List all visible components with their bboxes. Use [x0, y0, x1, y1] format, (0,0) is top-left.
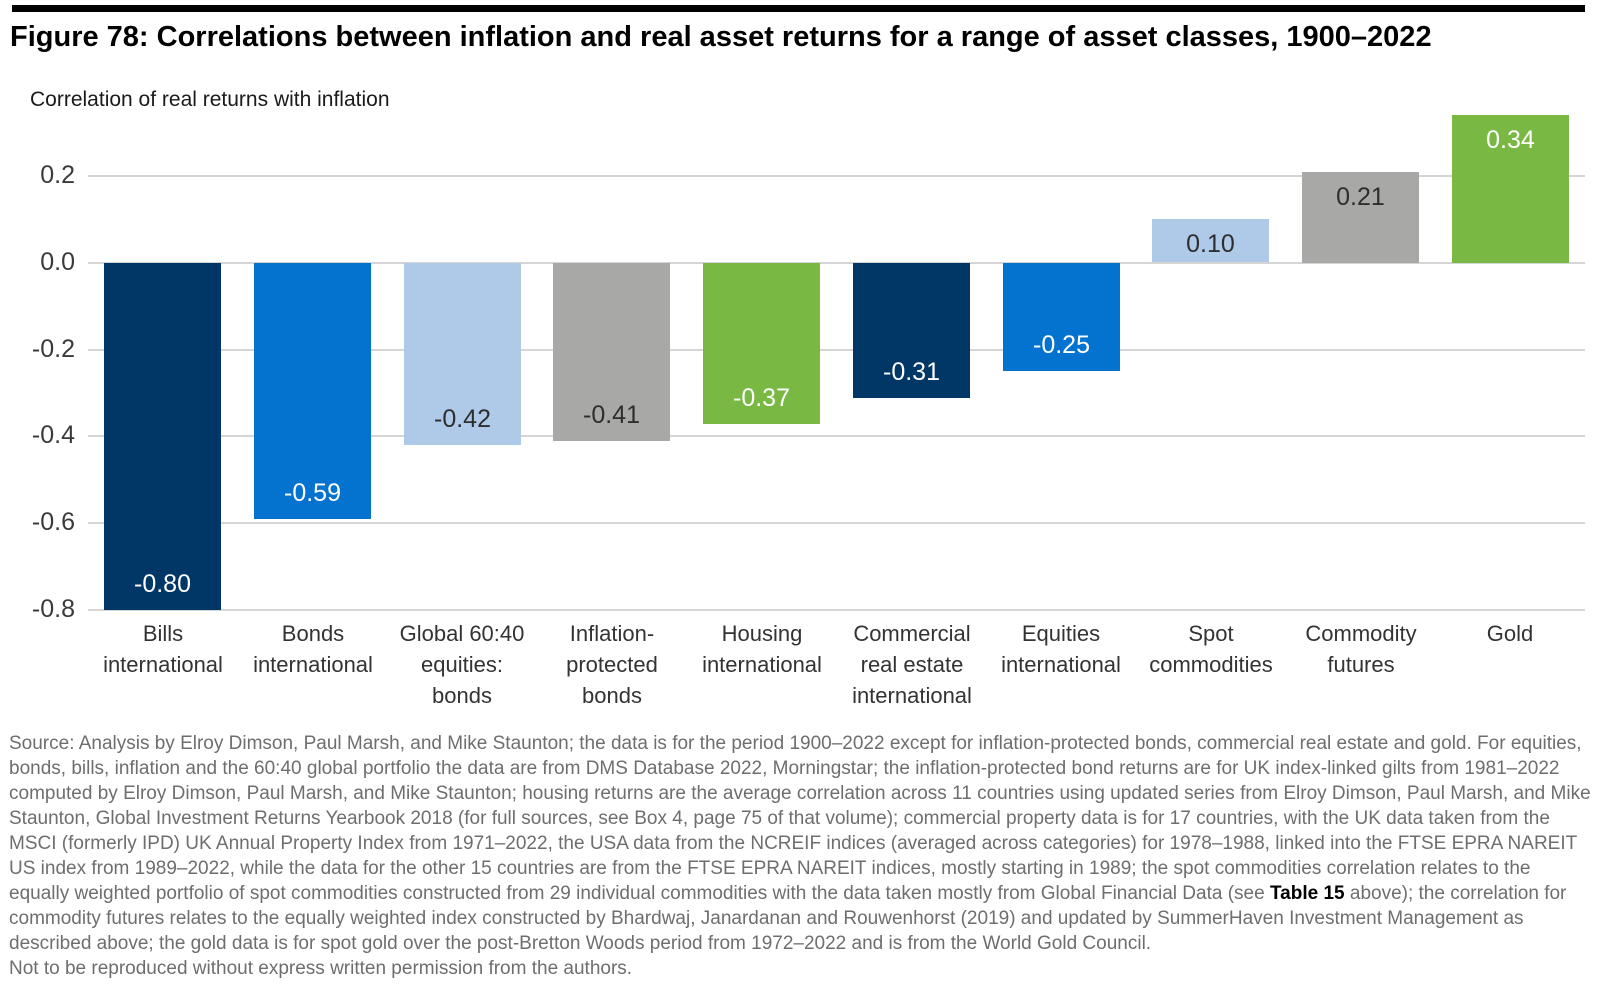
bar: -0.59 [254, 263, 371, 519]
top-rule [12, 5, 1585, 12]
bar-value-label: 0.10 [1186, 230, 1235, 258]
source-text-bold: Table 15 [1269, 883, 1345, 904]
source-block: Source: Analysis by Elroy Dimson, Paul M… [9, 731, 1591, 981]
y-tick-label: 0.2 [40, 161, 75, 189]
x-category-label: Gold [1486, 621, 1534, 646]
y-tick-label: -0.6 [31, 508, 75, 536]
x-category-label: Housing international [702, 621, 822, 677]
bar: -0.41 [553, 263, 670, 441]
x-category-label: Bills international [103, 621, 223, 677]
y-axis-title: Correlation of real returns with inflati… [30, 88, 390, 111]
x-category-label: Inflation- protected bonds [566, 621, 658, 708]
x-category-label: Equities international [1001, 621, 1121, 677]
gridline [88, 262, 1585, 264]
y-tick-label: -0.2 [31, 335, 75, 363]
gridline [88, 522, 1585, 524]
copyright-note: Not to be reproduced without express wri… [9, 958, 633, 979]
bar-value-label: -0.37 [733, 384, 790, 412]
bar-value-label: -0.25 [1033, 331, 1090, 359]
gridline [88, 609, 1585, 611]
bar-value-label: -0.80 [134, 570, 191, 598]
bar: -0.80 [104, 263, 221, 610]
bar: -0.37 [703, 263, 820, 424]
bar: -0.42 [404, 263, 521, 445]
bar: 0.34 [1452, 115, 1569, 263]
source-text-2: above); the correlation for commodity fu… [9, 883, 1567, 954]
figure-title: Figure 78: Correlations between inflatio… [10, 21, 1432, 53]
bar-value-label: 0.21 [1336, 183, 1385, 211]
bar-chart: 0.2 0.0 -0.2 -0.4 -0.6 -0.8 -0.80 Bills interna… [31, 115, 1585, 708]
bar: -0.25 [1003, 263, 1120, 371]
bar-value-label: -0.59 [284, 479, 341, 507]
bar-value-label: -0.42 [434, 405, 491, 433]
y-tick-label: -0.8 [31, 595, 75, 623]
x-category-label: Bonds international [253, 621, 373, 677]
bar-value-label: 0.34 [1486, 126, 1535, 154]
bar: 0.10 [1152, 219, 1269, 262]
y-tick-label: 0.0 [40, 248, 75, 276]
x-category-label: Commercial real estate international [852, 621, 972, 708]
source-note: Source: Analysis by Elroy Dimson, Paul M… [9, 731, 1591, 956]
gridline [88, 435, 1585, 437]
x-category-label: Commodity futures [1305, 621, 1417, 677]
gridline [88, 349, 1585, 351]
y-tick-label: -0.4 [31, 421, 75, 449]
bar: 0.21 [1302, 172, 1419, 263]
gridline [88, 175, 1585, 177]
bar-value-label: -0.31 [883, 358, 940, 386]
x-category-label: Global 60:40 equities: bonds [399, 621, 525, 708]
bar: -0.31 [853, 263, 970, 398]
source-text-1: Source: Analysis by Elroy Dimson, Paul M… [9, 733, 1591, 904]
x-category-label: Spot commodities [1149, 621, 1273, 677]
bar-value-label: -0.41 [583, 401, 640, 429]
